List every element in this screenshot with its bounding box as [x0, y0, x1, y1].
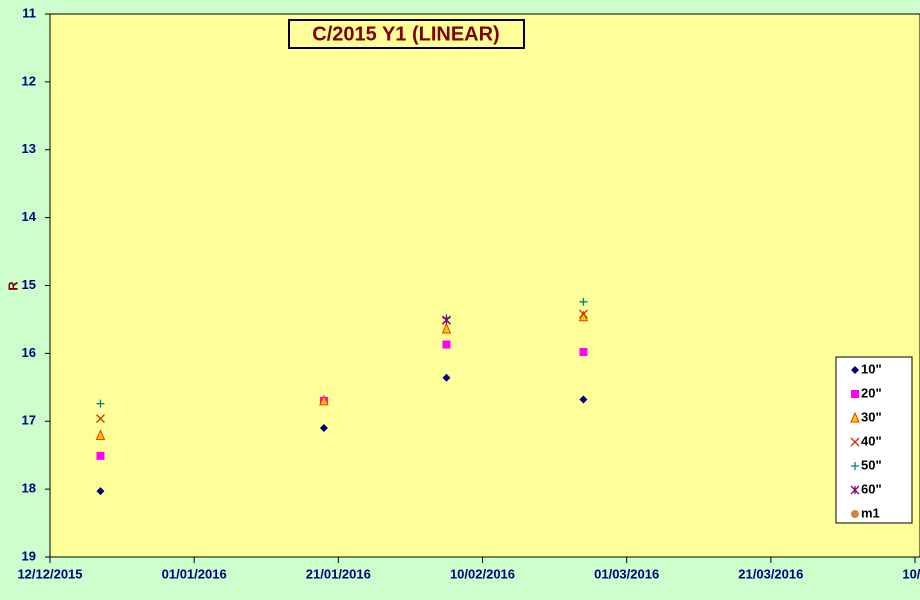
marker: [851, 462, 859, 470]
y-tick-label: 16: [22, 345, 36, 360]
y-axis-label: R: [5, 281, 20, 291]
legend-label: 50": [861, 457, 882, 472]
x-tick-label: 21/03/2016: [738, 566, 803, 581]
marker: [96, 399, 105, 408]
y-tick-label: 11: [22, 5, 36, 20]
plot-area: [49, 13, 920, 558]
marker: [442, 373, 451, 382]
x-tick-label: 21/01/2016: [306, 566, 371, 581]
x-tick-label: 10/02/2016: [450, 566, 515, 581]
title-box: [288, 19, 525, 49]
marker: [442, 340, 451, 349]
y-tick-label: 15: [22, 277, 36, 292]
legend-label: 10": [861, 361, 882, 376]
marker: [578, 309, 588, 319]
x-tick-label: 01/03/2016: [594, 566, 659, 581]
marker: [96, 451, 105, 460]
x-tick-label: 01/01/2016: [162, 566, 227, 581]
y-tick-label: 12: [22, 73, 36, 88]
marker: [319, 424, 328, 433]
y-tick-label: 13: [22, 141, 36, 156]
x-tick-label: 10/0: [902, 566, 920, 581]
marker: [441, 315, 451, 325]
marker: [579, 348, 588, 357]
legend-label: 40": [861, 433, 882, 448]
marker: [851, 390, 859, 398]
marker: [319, 394, 329, 406]
chart-title: C/2015 Y1 (LINEAR): [312, 23, 499, 45]
legend-label: 20": [861, 385, 882, 400]
marker: [850, 485, 860, 495]
y-tick-label: 18: [22, 481, 36, 496]
marker: [579, 297, 588, 306]
marker: [95, 429, 106, 441]
marker: [579, 395, 588, 404]
marker: [851, 366, 859, 374]
y-tick-label: 14: [22, 209, 37, 224]
legend-label: m1: [861, 505, 880, 520]
y-tick-label: 17: [22, 413, 36, 428]
legend-label: 30": [861, 409, 882, 424]
marker: [441, 322, 452, 334]
marker: [851, 510, 859, 518]
y-tick-label: 19: [22, 548, 36, 563]
marker: [96, 487, 105, 496]
marker: [850, 437, 860, 447]
legend: [835, 356, 913, 524]
legend-label: 60": [861, 481, 882, 496]
x-tick-label: 12/12/2015: [17, 566, 82, 581]
marker: [850, 411, 860, 423]
marker: [95, 414, 105, 423]
